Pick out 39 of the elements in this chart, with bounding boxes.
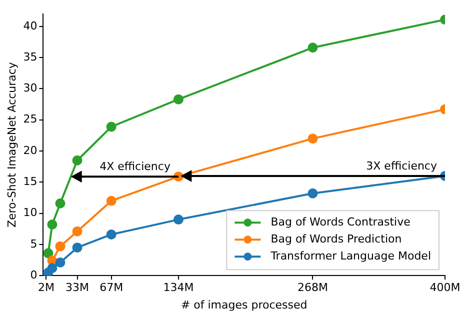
point <box>106 196 116 206</box>
x-tick-label: 2M <box>38 281 54 294</box>
y-tick-label: 20 <box>23 144 38 157</box>
legend-label: Bag of Words Prediction <box>270 232 402 246</box>
x-axis-title: # of images processed <box>180 298 308 312</box>
y-tick-label: 10 <box>23 206 38 220</box>
annotation: 3X efficiency <box>366 159 438 172</box>
x-tick-label: 400M <box>430 281 460 294</box>
point <box>55 198 66 208</box>
y-axis-title: Zero-Shot ImageNet Accuracy <box>5 62 18 228</box>
y-tick-label: 35 <box>23 50 38 64</box>
point <box>308 134 318 144</box>
point <box>72 226 82 236</box>
legend-label: Bag of Words Contrastive <box>270 215 411 228</box>
y-tick-label: 15 <box>23 175 38 188</box>
point <box>72 242 82 253</box>
x-tick-label: 67M <box>100 281 124 294</box>
point <box>173 94 184 104</box>
point <box>106 122 116 132</box>
point <box>173 214 184 225</box>
point <box>43 248 54 258</box>
legend-label: Transformer Language Model <box>270 249 431 262</box>
y-tick-label: 0 <box>30 268 38 282</box>
point <box>55 258 66 268</box>
annotation: 4X efficiency <box>100 160 171 173</box>
point <box>308 42 318 53</box>
x-tick-label: 268M <box>297 281 328 294</box>
x-tick-label: 33M <box>66 281 90 294</box>
point <box>55 241 66 252</box>
x-tick-label: 134M <box>163 281 194 294</box>
y-tick-label: 25 <box>23 112 38 126</box>
point <box>308 188 318 198</box>
y-tick-label: 30 <box>23 82 38 95</box>
point <box>106 229 116 240</box>
point <box>72 155 82 166</box>
point <box>47 263 58 274</box>
point <box>47 220 58 230</box>
y-tick-label: 40 <box>23 19 38 32</box>
y-tick-label: 5 <box>30 237 38 250</box>
